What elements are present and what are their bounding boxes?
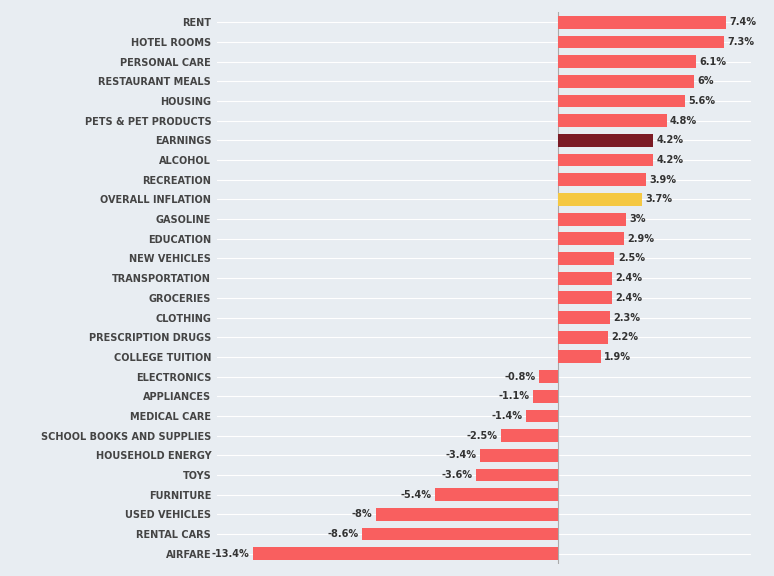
Bar: [557, 252, 615, 265]
Bar: [476, 468, 557, 482]
Bar: [557, 115, 666, 127]
Text: 2.4%: 2.4%: [615, 273, 642, 283]
Bar: [533, 390, 557, 403]
Text: -5.4%: -5.4%: [400, 490, 431, 499]
Text: -3.6%: -3.6%: [441, 470, 472, 480]
Bar: [376, 508, 557, 521]
Text: 2.2%: 2.2%: [611, 332, 638, 342]
Bar: [557, 291, 612, 304]
Text: 7.4%: 7.4%: [729, 17, 756, 27]
Text: 1.9%: 1.9%: [604, 352, 632, 362]
Bar: [557, 193, 642, 206]
Text: 3.9%: 3.9%: [649, 175, 676, 185]
Text: -8.6%: -8.6%: [327, 529, 359, 539]
Bar: [557, 272, 612, 285]
Bar: [481, 449, 557, 461]
Text: 2.5%: 2.5%: [618, 253, 645, 263]
Bar: [557, 36, 724, 48]
Bar: [557, 350, 601, 363]
Text: 2.3%: 2.3%: [613, 313, 640, 323]
Bar: [557, 232, 624, 245]
Bar: [557, 55, 697, 68]
Bar: [253, 547, 557, 560]
Text: -1.4%: -1.4%: [491, 411, 522, 421]
Text: 3.7%: 3.7%: [645, 195, 672, 204]
Text: 6%: 6%: [697, 77, 714, 86]
Text: 3%: 3%: [629, 214, 646, 224]
Bar: [539, 370, 557, 383]
Text: -1.1%: -1.1%: [498, 391, 529, 401]
Bar: [557, 94, 685, 108]
Bar: [557, 134, 653, 147]
Text: 5.6%: 5.6%: [688, 96, 715, 106]
Bar: [362, 528, 557, 540]
Bar: [557, 154, 653, 166]
Bar: [557, 213, 626, 226]
Text: 4.2%: 4.2%: [656, 155, 683, 165]
Bar: [501, 429, 557, 442]
Text: 7.3%: 7.3%: [727, 37, 754, 47]
Bar: [435, 488, 557, 501]
Bar: [557, 311, 610, 324]
Text: 4.2%: 4.2%: [656, 135, 683, 145]
Text: -0.8%: -0.8%: [505, 372, 536, 381]
Text: -2.5%: -2.5%: [467, 431, 498, 441]
Text: 6.1%: 6.1%: [700, 56, 727, 67]
Text: -8%: -8%: [351, 509, 372, 520]
Bar: [557, 16, 726, 29]
Text: -13.4%: -13.4%: [212, 549, 250, 559]
Bar: [557, 75, 694, 88]
Text: 2.4%: 2.4%: [615, 293, 642, 303]
Bar: [557, 331, 608, 344]
Bar: [557, 173, 646, 186]
Text: -3.4%: -3.4%: [446, 450, 477, 460]
Text: 4.8%: 4.8%: [670, 116, 697, 126]
Text: 2.9%: 2.9%: [627, 234, 654, 244]
Bar: [526, 410, 557, 422]
